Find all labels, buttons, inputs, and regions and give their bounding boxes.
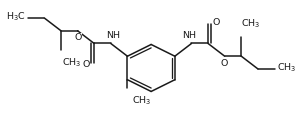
Text: O: O [220,59,227,68]
Text: O: O [75,33,82,42]
Text: O: O [83,60,90,69]
Text: CH$_3$: CH$_3$ [132,94,152,107]
Text: O: O [212,18,220,27]
Text: NH: NH [106,31,120,40]
Text: NH: NH [182,31,197,40]
Text: CH$_3$: CH$_3$ [62,57,82,69]
Text: CH$_3$: CH$_3$ [241,18,261,30]
Text: H$_3$C: H$_3$C [6,11,26,23]
Text: CH$_3$: CH$_3$ [277,62,296,74]
